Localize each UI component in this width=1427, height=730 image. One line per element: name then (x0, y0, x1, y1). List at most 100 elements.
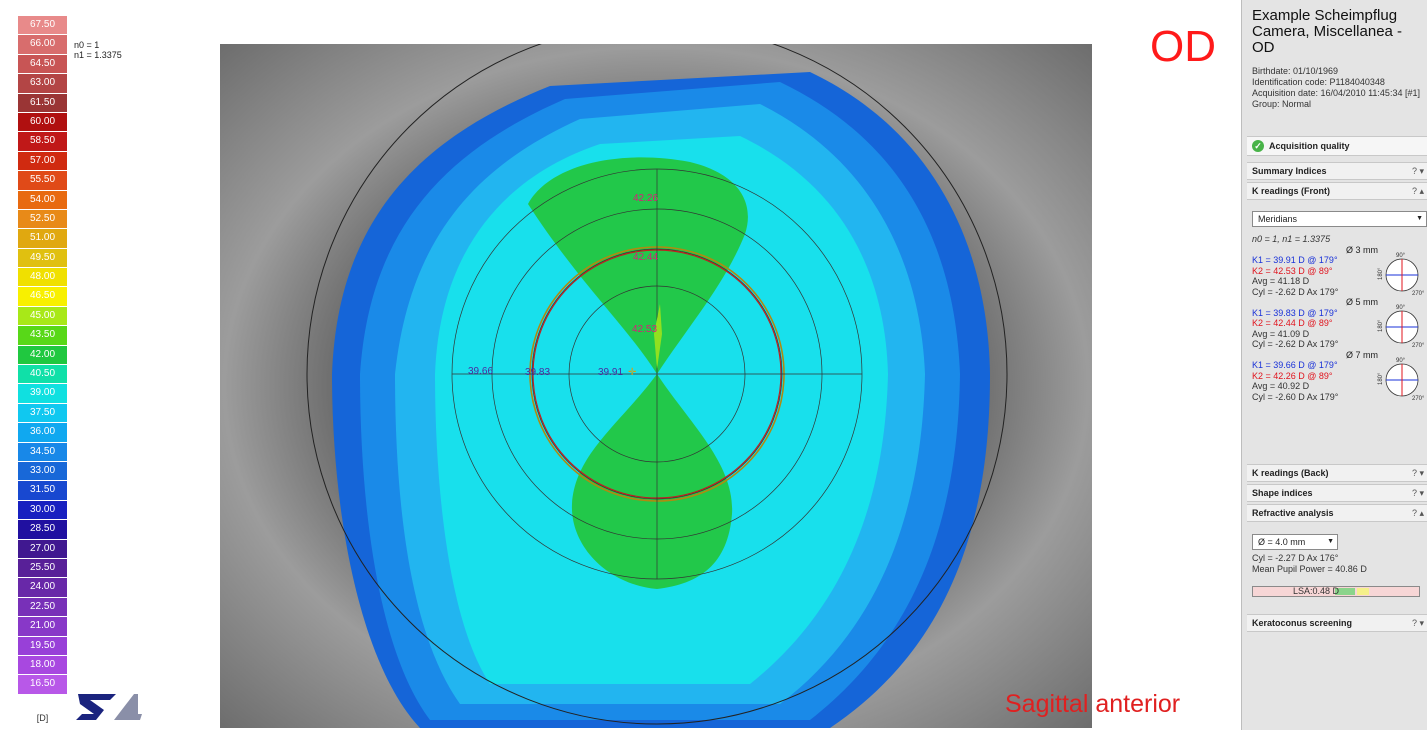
help-icon[interactable]: ? (1411, 186, 1417, 196)
shape-indices-controls[interactable]: ? ▾ (1412, 485, 1424, 501)
scale-step: 31.50 (18, 481, 67, 501)
k-mode-select[interactable]: Meridians ▼ (1252, 211, 1427, 227)
chevron-down-icon[interactable]: ▾ (1419, 468, 1424, 478)
avg-value: Avg = 41.09 D (1252, 328, 1310, 339)
scale-step: 22.50 (18, 597, 67, 618)
scale-step: 36.00 (18, 423, 67, 443)
bowtie-upper (528, 157, 748, 374)
zone-diameter: Ø 5 mm (1346, 297, 1379, 307)
k-front-readings: n0 = 1, n1 = 1.3375 Ø 3 mm K1 = 39.91 D @… (1252, 234, 1427, 402)
acquisition-date: Acquisition date: 16/04/2010 11:45:34 [#… (1252, 88, 1420, 98)
help-icon[interactable]: ? (1411, 488, 1417, 498)
patient-group: Group: Normal (1252, 99, 1312, 109)
n-values: n0 = 1, n1 = 1.3375 (1252, 234, 1331, 244)
k-readings-back-label: K readings (Back) (1252, 468, 1329, 478)
k-readings-back-header[interactable]: K readings (Back) ? ▾ (1247, 464, 1427, 482)
acquisition-quality-label: Acquisition quality (1269, 141, 1350, 151)
k-readings-front-header[interactable]: K readings (Front) ? ▴ (1247, 182, 1427, 200)
refractive-analysis-label: Refractive analysis (1252, 508, 1334, 518)
info-panel: Example Scheimpflug Camera, Miscellanea … (1241, 0, 1427, 730)
shape-indices-header[interactable]: Shape indices ? ▾ (1247, 484, 1427, 502)
scale-step: 16.50 (18, 675, 67, 695)
keratoconus-screening-header[interactable]: Keratoconus screening ? ▾ (1247, 614, 1427, 632)
keratoconus-screening-controls[interactable]: ? ▾ (1412, 615, 1424, 631)
scale-step: 60.00 (18, 112, 67, 133)
avg-value: Avg = 41.18 D (1252, 276, 1310, 286)
chevron-down-icon[interactable]: ▾ (1419, 166, 1424, 176)
compass-left: 180° (1378, 266, 1384, 279)
cyl-value: Cyl = -2.62 D Ax 179° (1252, 339, 1339, 349)
refractive-analysis-header[interactable]: Refractive analysis ? ▴ (1247, 504, 1427, 522)
scale-step: 42.00 (18, 345, 67, 366)
compass-top: 90° (1396, 358, 1406, 364)
patient-name: Example Scheimpflug Camera, Miscellanea … (1252, 7, 1403, 56)
k2-7mm-label: 42.26 (633, 193, 658, 204)
k-readings-back-controls[interactable]: ? ▾ (1412, 465, 1424, 481)
topography-map[interactable]: 42.26 42.44 42.53 39.66 39.83 39.91 ✛ (220, 44, 1092, 728)
compass-bottom: 270° (1412, 343, 1424, 347)
scale-step: 57.00 (18, 151, 67, 172)
scale-step: 54.00 (18, 190, 67, 210)
chevron-up-icon[interactable]: ▴ (1419, 186, 1424, 196)
k-readings-front-label: K readings (Front) (1252, 186, 1330, 196)
scale-unit: [D] (36, 713, 49, 723)
scale-step: 58.50 (18, 132, 67, 152)
summary-indices-header[interactable]: Summary Indices ? ▾ (1247, 162, 1427, 180)
scale-step: 27.00 (18, 539, 67, 559)
k-zone: Ø 3 mm K1 = 39.91 D @ 179° K2 = 42.53 D @ … (1252, 245, 1427, 298)
scale-step: 51.00 (18, 229, 67, 249)
chevron-up-icon[interactable]: ▴ (1419, 508, 1424, 518)
k2-5mm-label: 42.44 (633, 252, 658, 263)
pupil-diameter-select[interactable]: Ø = 4.0 mm ▼ (1252, 534, 1338, 550)
scale-step: 45.00 (18, 306, 67, 327)
scale-step: 21.00 (18, 617, 67, 637)
k-mode-value: Meridians (1258, 214, 1298, 224)
help-icon[interactable]: ? (1411, 618, 1417, 628)
scale-step: 28.50 (18, 520, 67, 540)
lsa-bar: LSA:0.48 D (1252, 586, 1420, 597)
scale-step: 43.50 (18, 326, 67, 346)
cyl-value: Cyl = -2.60 D Ax 179° (1252, 391, 1339, 402)
scale-step: 33.00 (18, 461, 67, 482)
help-icon[interactable]: ? (1411, 508, 1417, 518)
center-marker-icon: ✛ (628, 367, 636, 378)
refractive-indices: n0 = 1 n1 = 1.3375 (74, 40, 122, 60)
k1-3mm-label: 39.91 (598, 367, 623, 378)
help-icon[interactable]: ? (1411, 166, 1417, 176)
scale-step: 66.00 (18, 35, 67, 55)
k1-value: K1 = 39.83 D @ 179° (1252, 307, 1338, 318)
acquisition-quality-button[interactable]: ✓ Acquisition quality (1247, 136, 1427, 156)
n1-label: n1 = 1.3375 (74, 50, 122, 60)
color-scale: 67.50 66.00 64.50 63.00 61.50 60.00 58.50 57.00… (18, 16, 67, 695)
scale-step: 67.50 (18, 16, 67, 36)
pupil-diameter-value: Ø = 4.0 mm (1258, 537, 1306, 547)
scale-step: 46.50 (18, 287, 67, 307)
meridian-compass-icon: 90° 180° 270° (1378, 253, 1424, 295)
help-icon[interactable]: ? (1411, 468, 1417, 478)
k1-7mm-label: 39.66 (468, 366, 493, 377)
k-zone: Ø 5 mm K1 = 39.83 D @ 179° K2 = 42.44 D @ … (1252, 297, 1427, 350)
scale-step: 25.50 (18, 558, 67, 579)
compass-left: 180° (1378, 319, 1384, 332)
k-zone: Ø 7 mm K1 = 39.66 D @ 179° K2 = 42.26 D @ … (1252, 350, 1427, 403)
chevron-down-icon: ▼ (1327, 538, 1334, 545)
birthdate: Birthdate: 01/10/1969 (1252, 66, 1339, 76)
check-icon: ✓ (1252, 140, 1264, 152)
chevron-down-icon[interactable]: ▾ (1419, 488, 1424, 498)
k2-3mm-label: 42.53 (632, 324, 657, 335)
scale-step: 34.50 (18, 442, 67, 462)
refractive-analysis-controls[interactable]: ? ▴ (1412, 505, 1424, 521)
scale-step: 19.50 (18, 636, 67, 656)
summary-indices-controls[interactable]: ? ▾ (1412, 163, 1424, 179)
chevron-down-icon[interactable]: ▾ (1419, 618, 1424, 628)
compass-left: 180° (1378, 371, 1384, 384)
summary-indices-label: Summary Indices (1252, 166, 1327, 176)
k-readings-front-controls[interactable]: ? ▴ (1412, 183, 1424, 199)
scale-step: 40.50 (18, 365, 67, 385)
n0-label: n0 = 1 (74, 40, 100, 50)
compass-bottom: 270° (1412, 291, 1424, 295)
compass-top: 90° (1396, 253, 1406, 259)
scale-step: 64.50 (18, 54, 67, 75)
scale-step: 30.00 (18, 500, 67, 521)
shape-indices-label: Shape indices (1252, 488, 1313, 498)
